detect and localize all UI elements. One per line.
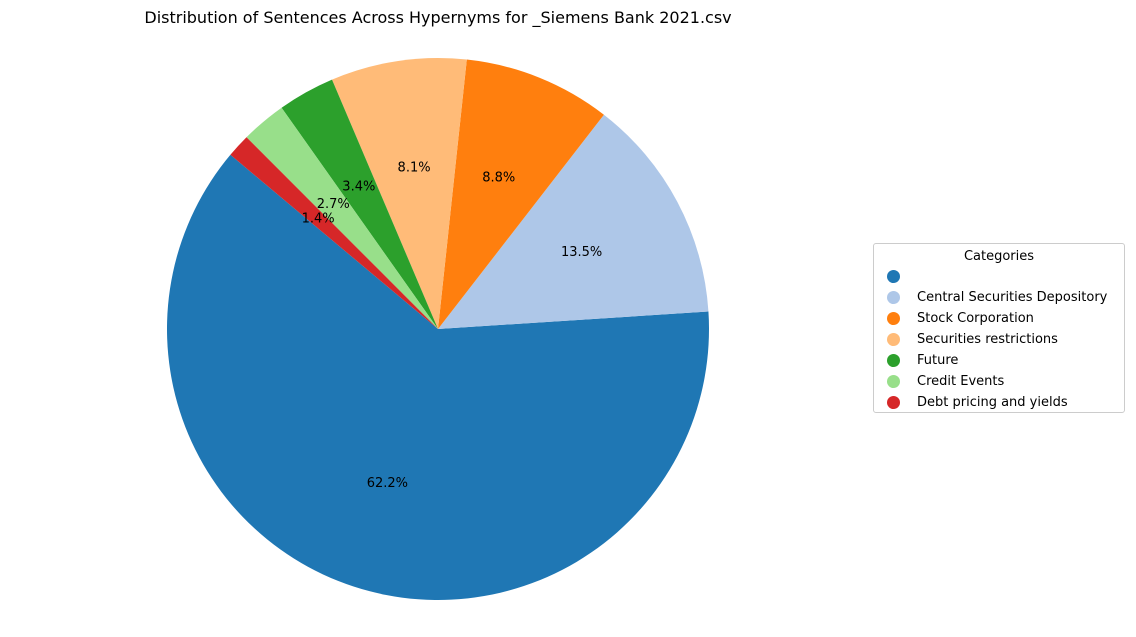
pie-slice-1 — [166, 154, 710, 600]
legend-title: Categories — [963, 249, 1035, 264]
pie-slice-label-3: 8.8% — [482, 171, 515, 186]
legend-item: Credit Events — [874, 371, 1124, 392]
pie-slice-label-2: 13.5% — [561, 245, 602, 260]
pie-slice-7 — [230, 137, 438, 329]
pie-slice-2 — [438, 114, 709, 329]
legend-label: Central Securities Depository — [917, 290, 1108, 305]
pie-slice-label-5: 3.4% — [342, 179, 375, 194]
legend-item: Stock Corporation — [874, 308, 1124, 329]
legend-label: Securities restrictions — [917, 332, 1058, 347]
legend-item: Securities restrictions — [874, 329, 1124, 350]
pie-slice-5 — [281, 79, 438, 329]
legend-item: Future — [874, 350, 1124, 371]
legend-item: Debt pricing and yields — [874, 392, 1124, 413]
legend-marker-icon — [887, 354, 900, 367]
pie-slice-label-7: 1.4% — [302, 212, 335, 227]
pie-slice-label-6: 2.7% — [317, 197, 350, 212]
legend-label: Credit Events — [917, 374, 1005, 389]
legend-item: Central Securities Depository — [874, 287, 1124, 308]
pie-slice-4 — [331, 58, 467, 329]
pie-slice-label-1: 62.2% — [367, 476, 408, 491]
pie-slice-3 — [438, 59, 604, 329]
legend-marker-icon — [887, 333, 900, 346]
chart-title: Distribution of Sentences Across Hyperny… — [144, 8, 732, 27]
pie-slice-label-4: 8.1% — [398, 161, 431, 176]
pie-chart: 62.2% 13.5% 8.8% 8.1% 3.4% 2.7%1.4% — [166, 58, 710, 600]
legend-label: Debt pricing and yields — [917, 395, 1068, 410]
legend-item — [874, 266, 1124, 287]
legend-label: Stock Corporation — [917, 311, 1034, 326]
pie-slice-6 — [246, 107, 438, 329]
legend-label: Future — [917, 353, 959, 368]
legend-marker-icon — [887, 270, 900, 283]
legend-marker-icon — [887, 291, 900, 304]
legend-marker-icon — [887, 375, 900, 388]
legend: Categories Central Securities Depository… — [873, 243, 1125, 413]
legend-marker-icon — [887, 312, 900, 325]
legend-marker-icon — [887, 396, 900, 409]
